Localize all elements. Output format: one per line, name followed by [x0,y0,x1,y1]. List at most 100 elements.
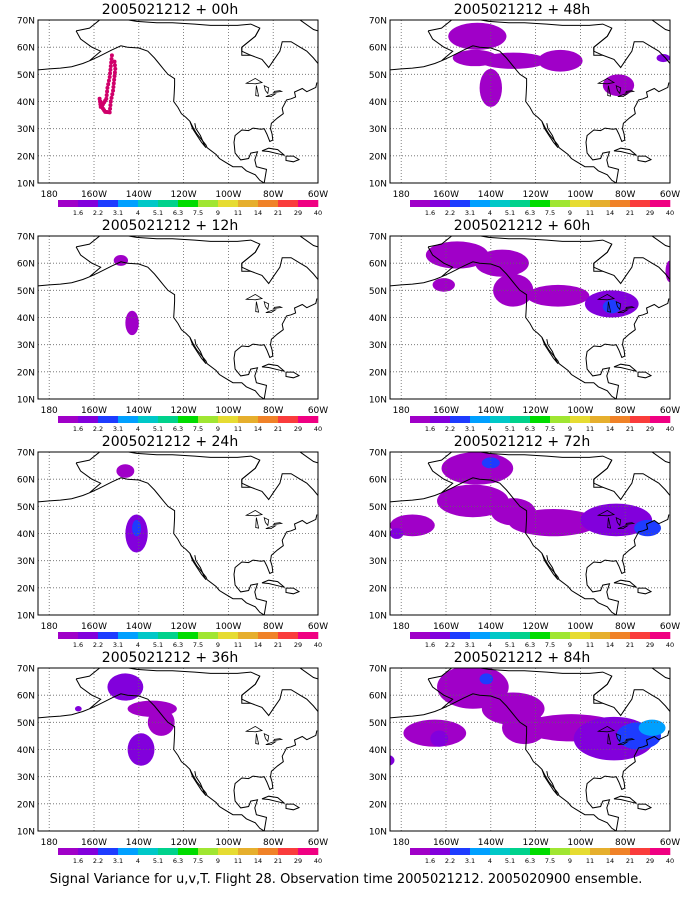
lon-tick-label: 180 [393,190,410,200]
lat-tick-label: 10N [17,396,35,406]
colorbar-label: 5.1 [153,209,163,217]
colorbar-label: 14 [606,857,614,865]
lat-tick-label: 50N [369,503,387,513]
colorbar-label: 1.6 [425,209,435,217]
lon-tick-label: 180 [393,838,410,848]
lat-tick-label: 70N [17,233,35,243]
colorbar-label: 11 [586,425,594,433]
colorbar-label: 9 [568,425,572,433]
panel-title: 2005021212 + 24h [101,434,239,450]
map-plot: 70N 60N 50N 40N 30N 20N 10N 180 160W 140W 120W 100W… [17,665,328,866]
lon-tick-label: 160W [433,838,459,848]
colorbar-label: 7.5 [193,641,203,649]
colorbar-swatch [610,848,631,855]
colorbar-label: 6.3 [173,209,183,217]
lon-tick-label: 180 [393,406,410,416]
lat-tick-label: 40N [17,98,35,108]
variance-region [602,299,621,314]
lat-tick-label: 50N [17,719,35,729]
coastline [38,668,318,831]
variance-region [526,284,590,307]
panel-title: 2005021212 + 84h [453,650,591,666]
lon-tick-label: 160W [433,190,459,200]
lon-tick-label: 80W [263,622,283,632]
colorbar-label: 14 [254,857,262,865]
map-panel: 2005021212 + 60h 70N 60N 50N 40N 30N 20N 10N 180… [352,216,692,434]
colorbar-swatch [470,200,491,207]
colorbar-swatch [570,632,591,639]
colorbar-swatch [218,848,239,855]
colorbar-label: 29 [294,857,302,865]
colorbar-swatch [650,200,671,207]
colorbar-swatch [510,200,531,207]
lon-tick-label: 60W [660,406,680,416]
colorbar-label: 40 [314,425,322,433]
lat-tick-label: 10N [17,180,35,190]
panel-title: 2005021212 + 36h [101,650,239,666]
colorbar-swatch [158,416,179,423]
colorbar-swatch [178,632,199,639]
lat-tick-label: 50N [17,503,35,513]
colorbar-label: 7.5 [193,425,203,433]
colorbar-swatch [298,848,319,855]
colorbar-label: 3.1 [113,857,123,865]
variance-region [479,52,547,69]
coastline [390,452,670,615]
coastline [38,20,318,183]
colorbar-swatch [470,416,491,423]
colorbar-label: 3.1 [465,857,475,865]
lat-tick-label: 10N [369,612,387,622]
colorbar-label: 7.5 [545,857,555,865]
colorbar-label: 1.6 [73,641,83,649]
colorbar-label: 3.1 [113,641,123,649]
colorbar-swatch [118,848,139,855]
variance-region [127,733,155,766]
map-panel: 2005021212 + 00h 70N 60N 50N 40N 30N 20N 10N 180… [0,0,340,217]
variance-region [638,719,666,736]
colorbar-label: 7.5 [193,209,203,217]
plot-frame [389,19,671,184]
colorbar-label: 14 [606,425,614,433]
colorbar-label: 3.1 [465,209,475,217]
lon-tick-label: 100W [567,838,593,848]
colorbar-label: 6.3 [173,857,183,865]
colorbar-label: 29 [294,641,302,649]
colorbar-swatch [98,848,119,855]
colorbar-label: 29 [646,857,654,865]
panel-title: 2005021212 + 72h [453,434,591,450]
lon-tick-label: 160W [433,622,459,632]
map-panel: 2005021212 + 84h 70N 60N 50N 40N 30N 20N 10N 180… [352,648,692,865]
map-plot: 70N 60N 50N 40N 30N 20N 10N 180 160W 140W 120W 100W… [369,233,680,434]
colorbar-swatch [258,416,279,423]
colorbar-label: 9 [216,425,220,433]
variance-region [432,278,455,292]
map-panel: 2005021212 + 24h 70N 60N 50N 40N 30N 20N 10N 180… [0,432,340,649]
lon-tick-label: 80W [615,406,635,416]
colorbar-swatch [218,632,239,639]
variance-region [132,519,142,537]
colorbar-label: 3.1 [465,641,475,649]
lon-tick-label: 80W [615,838,635,848]
colorbar-label: 40 [666,641,674,649]
colorbar-label: 14 [254,209,262,217]
colorbar-label: 3.1 [113,209,123,217]
lon-tick-label: 180 [393,622,410,632]
lat-tick-label: 10N [17,828,35,838]
colorbar-label: 5.1 [505,209,515,217]
map-panel: 2005021212 + 72h 70N 60N 50N 40N 30N 20N 10N 180… [352,432,692,649]
colorbar-swatch [118,200,139,207]
colorbar-swatch [490,848,511,855]
colorbar-swatch [410,848,431,855]
lon-tick-label: 180 [41,190,58,200]
colorbar-label: 4 [136,425,140,433]
colorbar-swatch [278,416,299,423]
lon-tick-label: 60W [660,190,680,200]
colorbar-swatch [430,848,451,855]
lon-tick-label: 100W [215,406,241,416]
colorbar-swatch [590,848,611,855]
lat-tick-label: 40N [369,746,387,756]
colorbar-label: 29 [294,209,302,217]
colorbar-swatch [78,416,99,423]
plot-frame [37,235,319,400]
colorbar-label: 6.3 [525,641,535,649]
